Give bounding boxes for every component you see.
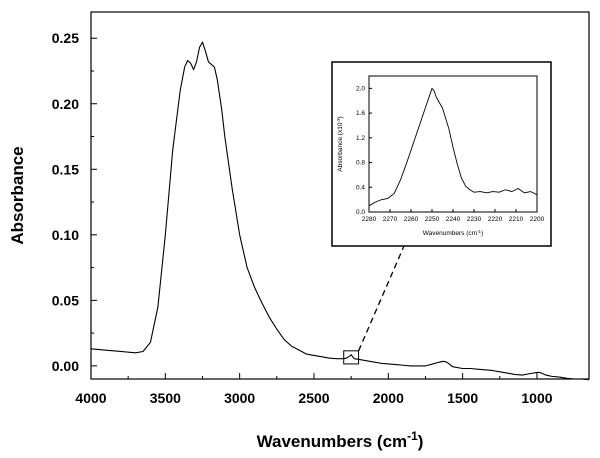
inset-y-axis-title: Absorbance (x10-3) [336, 116, 345, 171]
inset-y-tick-label: 1.2 [356, 135, 365, 142]
inset-x-tick-label: 2280 [362, 216, 377, 223]
main-x-axis-title: Wavenumbers (cm-1) [257, 429, 424, 451]
inset-plot: 2280 2270 2260 2250 2240 2230 2220 2210 2200 0.0 0… [331, 61, 552, 247]
main-x-tick-label: 3500 [150, 390, 181, 406]
inset-x-tick-label: 2200 [530, 216, 545, 223]
inset-x-tick-label: 2240 [446, 216, 461, 223]
zoom-box [343, 350, 360, 365]
inset-x-tick-label: 2220 [488, 216, 503, 223]
main-y-tick-label: 0.00 [52, 358, 79, 374]
inset-y-tick-label: 0.0 [356, 209, 365, 216]
main-plot: 4000 3500 3000 2500 2000 1500 1000 0.00 0.05 0.10… [8, 11, 590, 451]
inset-x-tick-label: 2230 [467, 216, 482, 223]
inset-series-line [368, 87, 538, 207]
inset-x-tick-label: 2250 [425, 216, 440, 223]
main-x-tick-label: 1000 [521, 390, 552, 406]
inset-y-tick-label: 0.8 [356, 160, 365, 167]
main-y-tick-label: 0.25 [52, 30, 79, 46]
main-y-axis-title: Absorbance [8, 146, 27, 244]
zoom-connector [357, 245, 405, 352]
main-y-tick-label: 0.10 [52, 227, 79, 243]
inset-y-tick-label: 0.4 [356, 184, 365, 191]
inset-x-tick-label: 2260 [404, 216, 419, 223]
main-x-tick-label: 2000 [373, 390, 404, 406]
main-y-tick-label: 0.05 [52, 292, 79, 308]
main-x-tick-label: 3000 [224, 390, 255, 406]
inset-x-tick-label: 2210 [509, 216, 524, 223]
main-y-tick-label: 0.15 [52, 161, 79, 177]
main-frame [90, 11, 590, 380]
main-x-tick-label: 1500 [447, 390, 478, 406]
main-y-tick-label: 0.20 [52, 96, 79, 112]
inset-x-tick-label: 2270 [383, 216, 398, 223]
main-x-tick-label: 4000 [75, 390, 106, 406]
main-series-line [90, 41, 590, 381]
inset-x-axis-title: Wavenumbers (cm-1) [423, 229, 484, 238]
inset-y-tick-label: 2.0 [356, 85, 365, 92]
main-x-tick-label: 2500 [298, 390, 329, 406]
inset-y-tick-label: 1.6 [356, 110, 365, 117]
